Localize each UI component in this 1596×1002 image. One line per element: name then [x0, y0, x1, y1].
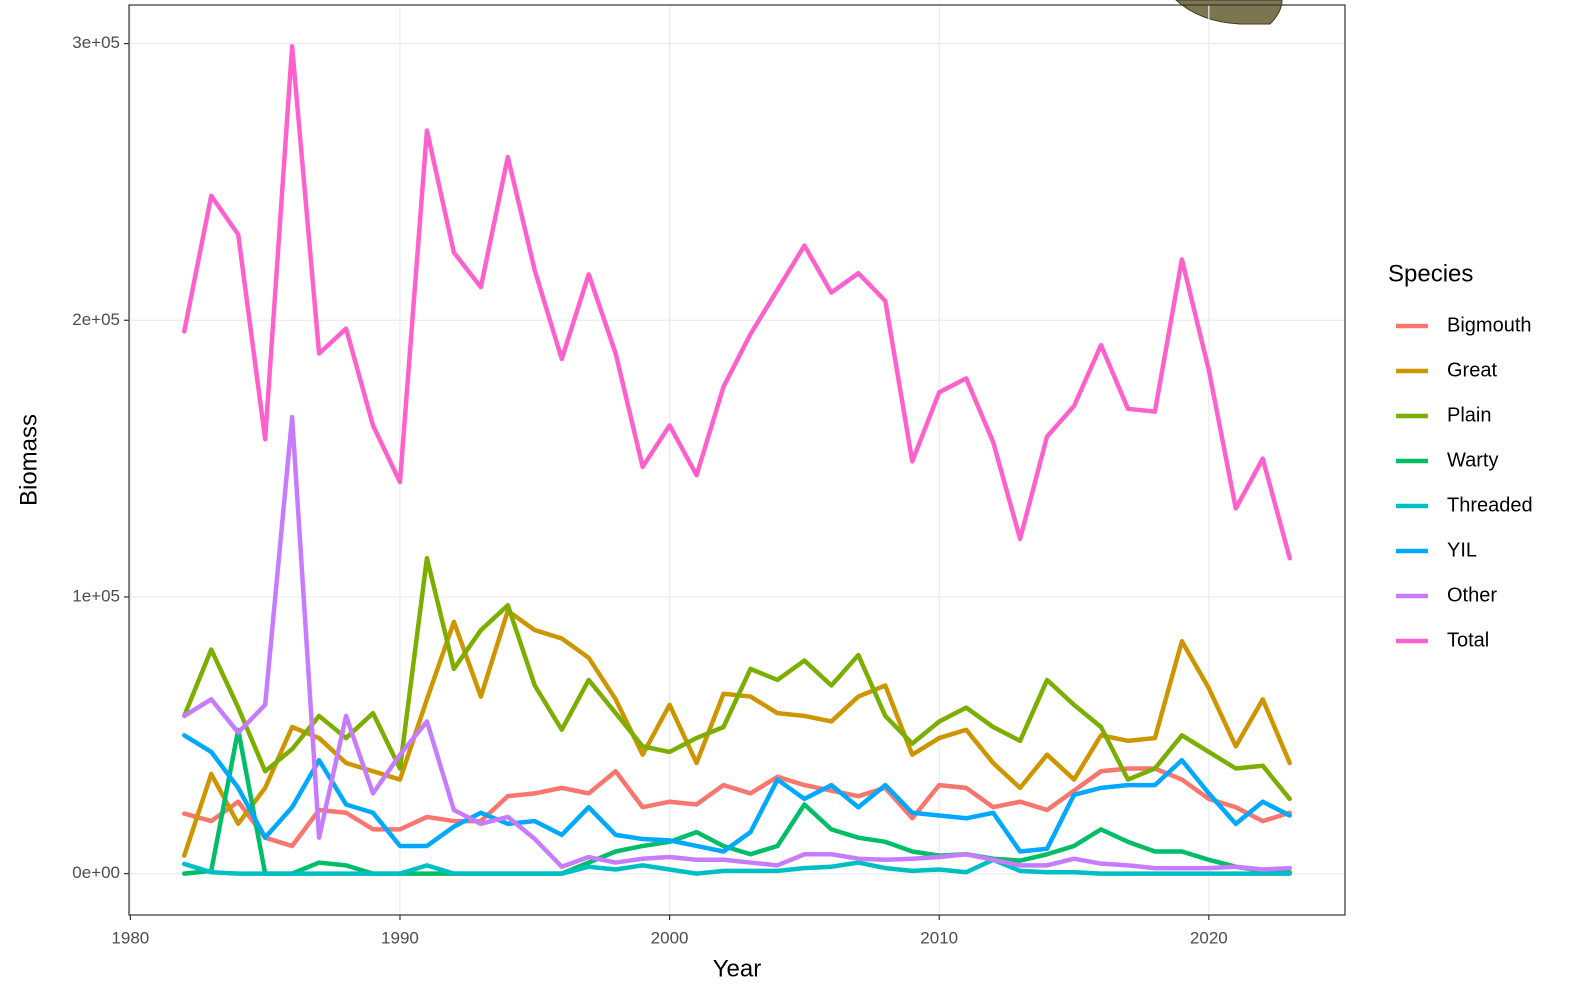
legend-label: Warty: [1447, 449, 1498, 471]
series-line: [182, 414, 1292, 872]
x-axis-title: Year: [713, 955, 762, 982]
axes: 0e+00 1e+05 2e+05 3e+05 1980 1990 2000 2010 2020: [72, 33, 1228, 947]
x-tick-label: 2020: [1190, 928, 1228, 947]
legend-label: YIL: [1447, 539, 1477, 561]
panel-border: [128, 4, 1346, 916]
x-tick-label: 2000: [651, 928, 689, 947]
series-line: [182, 766, 1292, 849]
series-line: [182, 44, 1292, 561]
y-axis-title: Biomass: [15, 414, 42, 506]
y-tick-label: 2e+05: [72, 310, 120, 329]
legend-label: Bigmouth: [1447, 314, 1532, 336]
x-tick-label: 1980: [111, 928, 149, 947]
x-tick-label: 2010: [920, 928, 958, 947]
y-tick-label: 3e+05: [72, 33, 120, 52]
x-tick-label: 1990: [381, 928, 419, 947]
series-line: [182, 555, 1292, 802]
legend-label: Great: [1447, 359, 1497, 381]
legend-label: Threaded: [1447, 494, 1533, 516]
lines: [182, 44, 1292, 876]
legend-title: Species: [1388, 260, 1473, 287]
series-line: [182, 857, 1292, 876]
series-line: [182, 733, 1292, 854]
legend-label: Total: [1447, 629, 1489, 651]
legend-label: Plain: [1447, 404, 1491, 426]
legend: Species Bigmouth Great Plain Warty Threaded Y…: [1388, 260, 1533, 651]
legend-label: Other: [1447, 584, 1497, 606]
y-tick-label: 0e+00: [72, 863, 120, 882]
y-tick-label: 1e+05: [72, 586, 120, 605]
